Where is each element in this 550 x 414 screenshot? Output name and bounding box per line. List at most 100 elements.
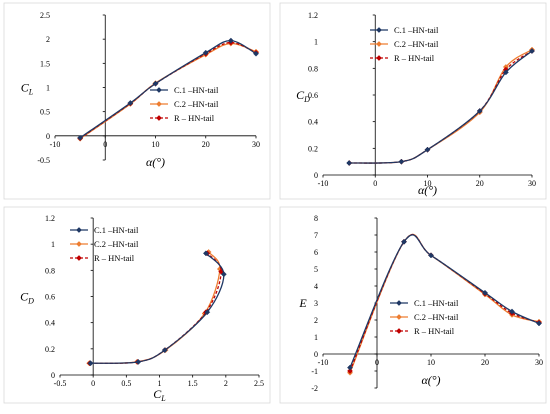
y-tick-label: 1 xyxy=(314,333,318,342)
y-tick-label: 0.6 xyxy=(308,91,318,100)
y-tick-label: 4 xyxy=(314,282,318,291)
legend-marker xyxy=(156,87,162,93)
y-tick-label: -2 xyxy=(311,384,318,393)
x-tick-label: 1 xyxy=(158,379,162,388)
y-tick-label: 1.2 xyxy=(45,214,55,223)
x-tick-label: 2 xyxy=(224,379,228,388)
y-tick-label: 0 xyxy=(51,371,55,380)
x-tick-label: -10 xyxy=(318,358,329,367)
data-point-series-1 xyxy=(536,320,542,327)
x-tick-label: -10 xyxy=(50,140,61,149)
data-point-series-1 xyxy=(398,158,405,165)
data-point-series-1 xyxy=(204,309,211,316)
data-point-series-1 xyxy=(476,108,483,114)
y-tick-label: 0 xyxy=(314,350,318,359)
y-tick-label: 0.2 xyxy=(45,345,55,354)
data-point-series-1 xyxy=(227,37,234,44)
legend-label: C.2 –HN-tail xyxy=(174,99,219,109)
data-point-series-1 xyxy=(152,80,159,87)
x-tick-label: 30 xyxy=(535,358,543,367)
x-tick-label: 30 xyxy=(528,179,536,188)
legend-marker xyxy=(156,101,162,107)
x-tick-label: 0 xyxy=(91,379,95,388)
legend-label: R – HN-tail xyxy=(394,53,435,63)
legend-marker xyxy=(396,328,402,334)
legend-marker xyxy=(76,227,82,233)
chart-3: 00.20.40.60.811.2-0.5 0 0.5 1 1.5 2 2.5CDCLC.1… xyxy=(3,206,271,404)
x-tick-label: 0 xyxy=(375,358,379,367)
legend-marker xyxy=(376,55,382,61)
data-point-series-1 xyxy=(424,146,431,153)
y-tick-label: 7 xyxy=(314,231,318,240)
data-point-series-1 xyxy=(428,252,434,259)
legend-label: R – HN-tail xyxy=(414,326,455,336)
legend-marker xyxy=(396,300,402,306)
y-tick-label: 5 xyxy=(314,265,318,274)
x-tick-label: 10 xyxy=(427,358,435,367)
y-tick-label: 6 xyxy=(314,248,318,257)
data-point-series-3 xyxy=(347,368,353,374)
legend-marker xyxy=(396,314,402,320)
y-tick-label: 2 xyxy=(46,35,50,44)
x-tick-label: 20 xyxy=(476,179,484,188)
y-tick-label: 0.6 xyxy=(45,293,55,302)
y-tick-label: 0 xyxy=(314,171,318,180)
x-tick-label: 0 xyxy=(373,179,377,188)
y-axis-title: CD xyxy=(296,88,310,104)
x-tick-label: 10 xyxy=(152,140,160,149)
data-point-series-1 xyxy=(135,358,142,365)
data-point-series-1 xyxy=(161,347,168,354)
legend-marker xyxy=(376,27,382,33)
y-tick-label: 0.2 xyxy=(308,144,318,153)
x-tick-label: 20 xyxy=(481,358,489,367)
legend-label: C.1 –HN-tail xyxy=(94,225,139,235)
y-tick-label: 0.4 xyxy=(45,319,55,328)
data-point-series-1 xyxy=(220,271,227,278)
legend-label: C.2 –HN-tail xyxy=(394,39,439,49)
y-tick-label: 1.2 xyxy=(308,11,318,20)
y-tick-label: 1 xyxy=(314,38,318,47)
x-axis-title: α(°) xyxy=(146,155,165,169)
y-tick-label: 0.4 xyxy=(308,118,318,127)
data-point-series-1 xyxy=(529,48,535,54)
y-tick-label: -1 xyxy=(311,367,318,376)
x-axis-title: α(°) xyxy=(418,183,437,197)
data-point-series-1 xyxy=(202,250,209,257)
data-point-series-1 xyxy=(77,134,84,141)
data-point-series-1 xyxy=(509,308,515,315)
chart-frame xyxy=(3,2,271,200)
data-point-series-1 xyxy=(502,69,509,76)
chart-frame xyxy=(3,206,271,404)
y-tick-label: 3 xyxy=(314,299,318,308)
y-tick-label: 0 xyxy=(46,132,50,141)
data-point-series-1 xyxy=(347,364,353,371)
x-tick-label: 20 xyxy=(202,140,210,149)
legend-label: R – HN-tail xyxy=(94,253,135,263)
legend-label: C.2 –HN-tail xyxy=(414,312,459,322)
legend-marker xyxy=(76,255,82,261)
series-line-1 xyxy=(349,50,533,164)
y-tick-label: -0.5 xyxy=(37,156,50,165)
data-point-series-1 xyxy=(127,100,134,106)
x-tick-label: -0.5 xyxy=(54,379,67,388)
data-point-series-1 xyxy=(202,49,209,56)
y-tick-label: 0.8 xyxy=(45,266,55,275)
legend-label: R – HN-tail xyxy=(174,113,215,123)
legend-label: C.1 –HN-tail xyxy=(414,298,459,308)
y-axis-title: E xyxy=(298,296,307,310)
x-axis-title: α(°) xyxy=(421,373,440,387)
x-tick-label: 30 xyxy=(252,140,260,149)
x-tick-label: 10 xyxy=(424,179,432,188)
x-tick-label: -10 xyxy=(318,179,329,188)
data-point-series-1 xyxy=(346,160,353,166)
x-axis-title: CL xyxy=(153,387,166,403)
x-tick-label: 2.5 xyxy=(254,379,264,388)
y-tick-label: 1 xyxy=(51,240,55,249)
x-tick-label: 0 xyxy=(103,140,107,149)
data-point-series-1 xyxy=(401,238,407,245)
y-axis-title: CL xyxy=(21,81,34,97)
